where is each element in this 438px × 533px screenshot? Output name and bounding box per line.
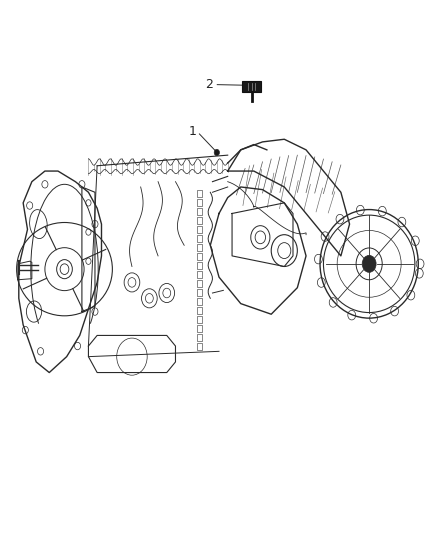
Bar	[242, 81, 261, 92]
Text: 2: 2	[205, 78, 213, 91]
Bar	[197, 280, 202, 287]
Bar	[197, 190, 202, 197]
Bar	[197, 226, 202, 232]
Bar	[197, 334, 202, 341]
Bar	[197, 262, 202, 269]
Circle shape	[362, 255, 376, 272]
Bar	[197, 208, 202, 215]
Bar	[197, 199, 202, 206]
Bar	[197, 217, 202, 223]
Text: 1: 1	[189, 125, 197, 138]
Bar	[197, 317, 202, 322]
Bar	[197, 343, 202, 350]
Bar	[197, 271, 202, 278]
Bar	[197, 308, 202, 314]
Bar	[197, 244, 202, 251]
Bar	[197, 253, 202, 260]
Bar	[197, 289, 202, 296]
Bar	[197, 298, 202, 305]
Circle shape	[214, 149, 219, 156]
Bar	[197, 325, 202, 332]
Bar	[197, 235, 202, 241]
